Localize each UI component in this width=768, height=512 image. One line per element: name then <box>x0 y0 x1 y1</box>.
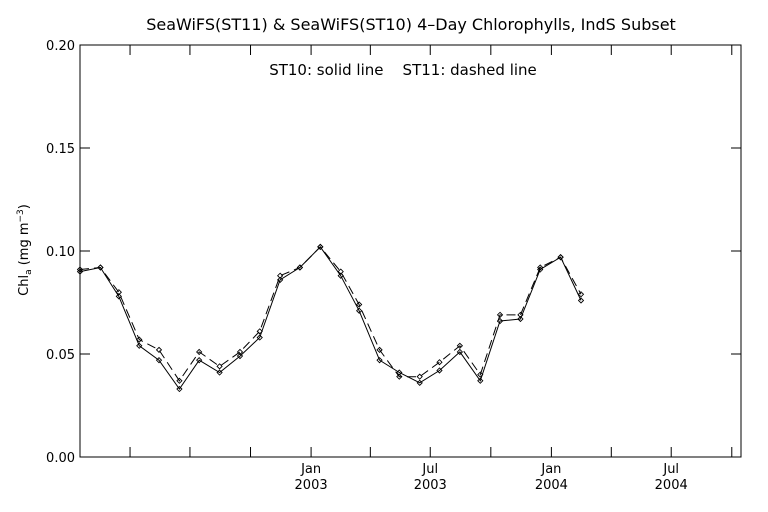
x-tick-year-label: 2004 <box>655 478 688 493</box>
data-point-st11 <box>216 363 223 370</box>
data-point-st10 <box>416 379 423 386</box>
data-point-st11 <box>176 377 183 384</box>
data-point-st11 <box>115 289 122 296</box>
series-st10 <box>76 243 585 393</box>
chart-title: SeaWiFS(ST11) & SeaWiFS(ST10) 4–Day Chlo… <box>146 15 676 34</box>
data-point-st10 <box>517 315 524 323</box>
y-label-main: Chl <box>17 275 32 296</box>
data-point-st10 <box>577 297 585 304</box>
y-label-exponent: −3 <box>16 209 26 222</box>
data-point-st10 <box>236 352 244 360</box>
data-point-st10 <box>277 276 284 283</box>
data-point-st10 <box>376 357 383 364</box>
y-label-unit: (mg m <box>17 222 32 269</box>
y-label-close: ) <box>17 204 32 209</box>
data-point-st10 <box>436 367 443 374</box>
series-line-st10 <box>79 246 582 390</box>
data-point-st11 <box>557 254 564 261</box>
y-label-subscript: a <box>24 269 34 275</box>
data-point-st10 <box>176 385 183 393</box>
data-point-st11 <box>97 264 104 271</box>
data-point-st11 <box>456 342 464 349</box>
data-point-st11 <box>196 348 203 356</box>
data-point-st11 <box>496 311 504 318</box>
data-point-st11 <box>517 311 524 318</box>
data-point-st11 <box>436 359 443 366</box>
data-point-st10 <box>256 334 263 341</box>
x-tick-month-label: Jan <box>540 462 561 477</box>
data-point-st11 <box>256 328 263 335</box>
data-point-st11 <box>537 264 544 271</box>
y-tick-label: 0.05 <box>46 348 75 363</box>
series-line-st11 <box>79 246 582 382</box>
y-tick-label: 0.15 <box>46 142 75 157</box>
data-point-st11 <box>155 346 163 354</box>
data-point-st10 <box>396 369 403 376</box>
x-tick-year-label: 2003 <box>295 478 328 493</box>
data-point-st11 <box>236 348 244 356</box>
series-layer <box>76 243 585 393</box>
data-point-st11 <box>337 268 344 275</box>
y-axis: 0.00 0.05 0.10 0.15 0.20 <box>46 39 741 466</box>
x-tick-month-label: Jan <box>300 462 321 477</box>
data-point-st10 <box>115 293 122 300</box>
data-point-st10 <box>356 307 363 314</box>
y-axis-label: Chla (mg m−3) <box>16 204 34 296</box>
x-tick-year-label: 2003 <box>414 478 447 493</box>
data-point-st11 <box>277 272 284 279</box>
data-point-st11 <box>296 264 304 271</box>
data-point-st11 <box>317 243 324 251</box>
data-point-st10 <box>136 342 143 349</box>
x-tick-year-label: 2004 <box>535 478 568 493</box>
y-tick-label: 0.10 <box>46 245 75 260</box>
data-point-st11 <box>396 373 403 380</box>
data-point-st10 <box>456 348 464 356</box>
data-point-st11 <box>376 346 383 354</box>
x-tick-month-label: Jul <box>662 462 679 477</box>
data-point-st11 <box>136 336 143 343</box>
data-point-st11 <box>76 266 84 273</box>
y-tick-label: 0.00 <box>46 451 75 466</box>
data-point-st10 <box>477 377 484 384</box>
data-point-st11 <box>356 301 363 308</box>
data-point-st11 <box>477 371 484 378</box>
data-point-st10 <box>155 357 163 364</box>
line-style-note: ST10: solid line ST11: dashed line <box>269 61 537 79</box>
data-point-st11 <box>577 291 585 298</box>
data-point-st11 <box>416 373 423 380</box>
series-st11 <box>76 243 585 384</box>
data-point-st10 <box>216 369 223 376</box>
data-point-st10 <box>196 357 203 364</box>
y-tick-label: 0.20 <box>46 39 75 54</box>
plot-area-frame <box>79 44 742 458</box>
x-tick-month-label: Jul <box>421 462 438 477</box>
